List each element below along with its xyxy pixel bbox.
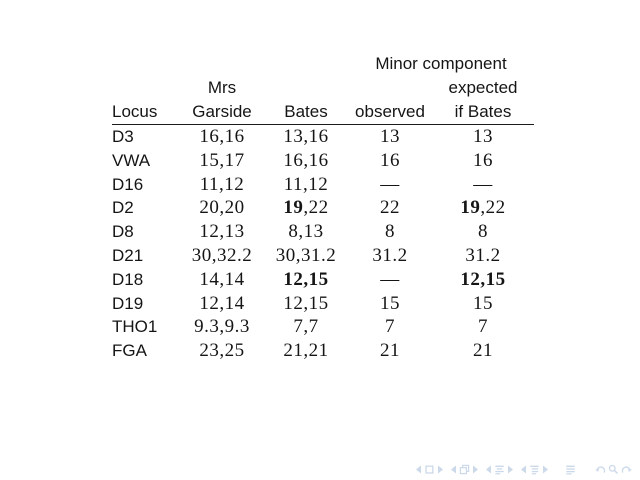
value-cell: 9.3,9.3 — [194, 316, 250, 338]
locus-cell: D21 — [112, 245, 144, 265]
value-cell: 23,25 — [199, 340, 245, 362]
value-cell: 12,15 — [283, 268, 329, 290]
value-cell: 22 — [380, 197, 400, 219]
locus-cell: VWA — [112, 150, 151, 170]
appendix-doc-icon[interactable] — [565, 464, 576, 475]
forward-arrow-icon[interactable] — [621, 464, 633, 475]
value-cell: 8 — [478, 221, 488, 243]
group-header-row: Minor component — [112, 52, 534, 76]
value-cell: 13 — [380, 126, 400, 147]
value-cell: 19,22 — [283, 197, 329, 219]
beamer-navigation-bar — [413, 464, 633, 475]
value-cell: 8,13 — [288, 221, 324, 243]
locus-cell: D19 — [112, 293, 144, 313]
value-cell: 30,31.2 — [275, 244, 337, 266]
table-row: D18 14,14 12,15 — 12,15 — [112, 268, 534, 292]
column-header-observed: observed — [348, 100, 432, 125]
value-cell: — — [473, 173, 493, 195]
value-cell: 21,21 — [283, 340, 329, 362]
column-header-if-bates: if Bates — [432, 100, 534, 125]
value-cell: 20,20 — [199, 197, 245, 219]
value-cell: — — [380, 173, 400, 195]
frame-stack-icon[interactable] — [459, 464, 470, 475]
value-cell: 7 — [385, 316, 395, 338]
value-cell: 11,12 — [199, 173, 245, 195]
table-row: FGA 23,25 21,21 21 21 — [112, 339, 534, 363]
subsection-list-icon[interactable] — [529, 464, 540, 475]
locus-cell: D18 — [112, 269, 144, 289]
value-cell: 8 — [385, 221, 395, 243]
minor-component-header: Minor component — [375, 54, 507, 73]
table-row: D16 11,12 11,12 — — — [112, 173, 534, 197]
value-cell: 12,14 — [199, 292, 245, 314]
prev-subsection-icon[interactable] — [520, 464, 527, 475]
value-cell: 13,16 — [283, 126, 329, 147]
prev-frame-icon[interactable] — [450, 464, 457, 475]
table-row: VWA 15,17 16,16 16 16 — [112, 149, 534, 173]
table-row: D3 16,16 13,16 13 13 — [112, 125, 534, 149]
column-header-bates: Bates — [264, 100, 348, 125]
value-cell: 12,15 — [283, 292, 329, 314]
value-cell: 7,7 — [293, 316, 319, 338]
value-cell: 12,15 — [460, 268, 506, 290]
expected-header: expected — [448, 78, 518, 97]
locus-cell: D16 — [112, 174, 144, 194]
value-cell: 11,12 — [283, 173, 329, 195]
value-cell: — — [380, 268, 400, 290]
locus-cell: THO1 — [112, 317, 158, 337]
value-cell: 30,32.2 — [191, 244, 253, 266]
value-cell: 31.2 — [465, 244, 501, 266]
value-cell: 15,17 — [199, 149, 245, 171]
value-cell: 21 — [473, 340, 493, 362]
value-cell: 14,14 — [199, 268, 245, 290]
slide-box-icon[interactable] — [424, 464, 435, 475]
value-cell: 16 — [380, 149, 400, 171]
value-cell: 16 — [473, 149, 493, 171]
table-row: D8 12,13 8,13 8 8 — [112, 220, 534, 244]
column-header-locus: Locus — [112, 100, 180, 125]
value-cell: 16,16 — [283, 149, 329, 171]
value-cell: 21 — [380, 340, 400, 362]
next-section-icon[interactable] — [507, 464, 514, 475]
next-frame-icon[interactable] — [472, 464, 479, 475]
table-row: THO1 9.3,9.3 7,7 7 7 — [112, 315, 534, 339]
value-cell: 19,22 — [460, 197, 506, 219]
value-cell: 16,16 — [199, 126, 245, 147]
locus-cell: D8 — [112, 222, 134, 242]
table-body: D3 16,16 13,16 13 13 VWA 15,17 16,16 16 16 D16 11,1… — [112, 125, 534, 363]
table-row: D19 12,14 12,15 15 15 — [112, 292, 534, 316]
prev-slide-icon[interactable] — [415, 464, 422, 475]
value-cell: 15 — [380, 292, 400, 314]
next-slide-icon[interactable] — [437, 464, 444, 475]
search-magnifier-icon[interactable] — [608, 464, 619, 475]
column-header-garside: Garside — [180, 100, 264, 125]
value-cell: 13 — [473, 126, 493, 147]
table-row: D21 30,32.2 30,31.2 31.2 31.2 — [112, 244, 534, 268]
next-subsection-icon[interactable] — [542, 464, 549, 475]
value-cell: 31.2 — [372, 244, 408, 266]
column-header-row: Locus Garside Bates observed if Bates — [112, 100, 534, 125]
table-row: D2 20,20 19,22 22 19,22 — [112, 196, 534, 220]
locus-cell: D3 — [112, 127, 134, 146]
locus-cell: FGA — [112, 341, 147, 361]
sub-header-row: Mrs expected — [112, 76, 534, 100]
section-list-icon[interactable] — [494, 464, 505, 475]
mrs-header: Mrs — [207, 78, 237, 97]
back-arrow-icon[interactable] — [594, 464, 606, 475]
locus-cell: D2 — [112, 198, 134, 218]
value-cell: 12,13 — [199, 221, 245, 243]
value-cell: 15 — [473, 292, 493, 314]
value-cell: 7 — [478, 316, 488, 338]
prev-section-icon[interactable] — [485, 464, 492, 475]
genotype-table: Minor component Mrs expected Locus Garsi… — [112, 52, 534, 363]
